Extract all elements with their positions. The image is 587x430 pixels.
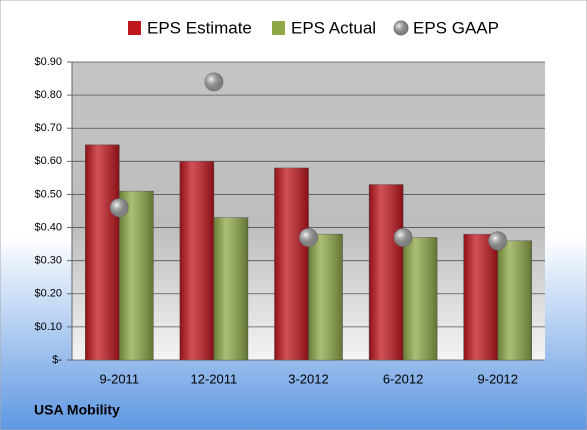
point-shine: [394, 228, 413, 247]
y-tick-label: $0.30: [34, 255, 62, 267]
legend-marker: [272, 21, 285, 35]
bar-shade: [85, 144, 120, 360]
bar-shade: [213, 217, 248, 360]
x-tick-label: 3-2012: [288, 371, 328, 386]
y-tick-label: $0.80: [34, 89, 62, 101]
bar-shade: [308, 234, 343, 360]
bar-shade: [463, 234, 498, 360]
bar-shade: [119, 191, 154, 360]
x-tick-label: 12-2011: [191, 371, 238, 386]
point-shine: [488, 231, 507, 250]
y-tick-label: $0.50: [34, 188, 62, 200]
y-tick-label: $0.20: [34, 288, 62, 300]
legend-marker: [128, 21, 141, 35]
point-shine: [299, 228, 318, 247]
x-tick-label: 9-2012: [477, 371, 517, 386]
footer: USA Mobility: [34, 402, 120, 418]
y-tick-label: $0.60: [34, 155, 62, 167]
x-tick-label: 9-2011: [100, 371, 140, 386]
y-tick-label: $0.10: [34, 321, 62, 333]
bar-shade: [403, 237, 438, 360]
bar-shade: [179, 161, 214, 360]
legend-marker-shine: [394, 21, 408, 35]
legend-label: EPS GAAP: [413, 18, 499, 37]
bar-shade: [369, 184, 404, 360]
legend-label: EPS Estimate: [147, 18, 252, 37]
point-shine: [204, 72, 223, 91]
y-tick-label: $0.70: [34, 122, 62, 134]
y-tick-label: $-: [52, 354, 62, 366]
legend-label: EPS Actual: [291, 18, 376, 37]
y-tick-label: $0.40: [34, 221, 62, 233]
point-shine: [110, 198, 129, 217]
y-tick-label: $0.90: [34, 56, 62, 68]
bar-shade: [497, 240, 532, 360]
x-tick-label: 6-2012: [383, 371, 423, 386]
bar-shade: [274, 167, 309, 360]
